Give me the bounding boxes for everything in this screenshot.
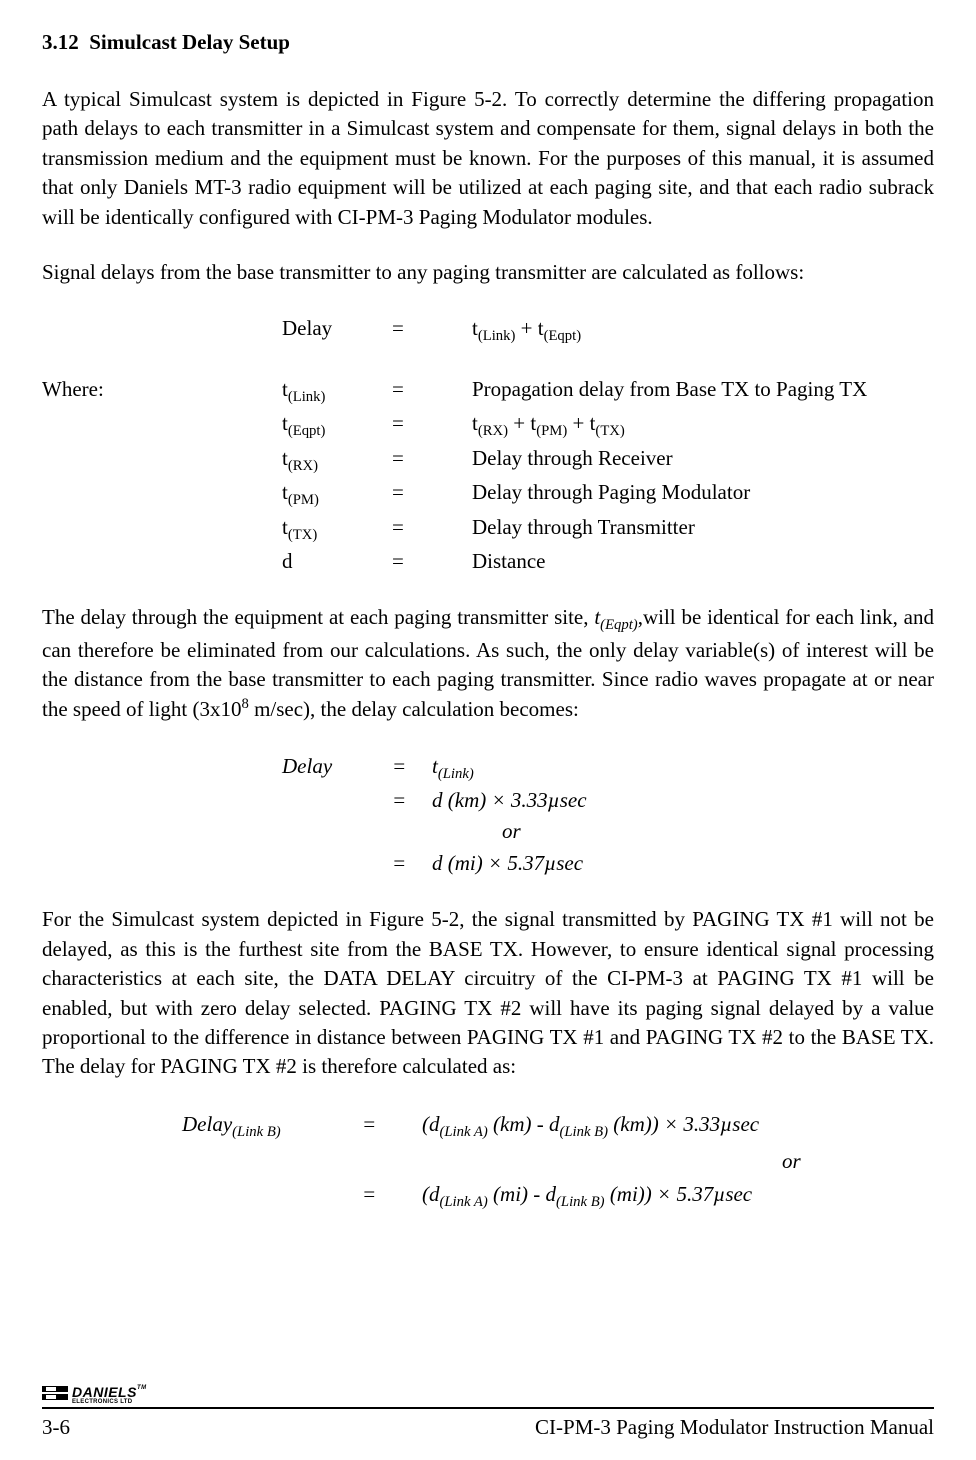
paragraph-1: A typical Simulcast system is depicted i…	[42, 85, 934, 232]
paragraph-4: For the Simulcast system depicted in Fig…	[42, 905, 934, 1081]
where-block: Where: t(Link) = Propagation delay from …	[42, 374, 934, 577]
def-var-rx: t(RX)	[282, 443, 392, 478]
def-val-eqpt: t(RX) + t(PM) + t(TX)	[472, 408, 934, 443]
def-val-tx: Delay through Transmitter	[472, 512, 934, 542]
def-val-d: Distance	[472, 546, 934, 576]
eq3-r2: (d(Link A) (mi) - d(Link B) (mi)) × 5.37…	[422, 1178, 934, 1215]
eq3-lhs: Delay(Link B)	[182, 1108, 362, 1145]
section-heading: 3.12 Simulcast Delay Setup	[42, 30, 934, 55]
eq3-r1: (d(Link A) (km) - d(Link B) (km)) × 3.33…	[422, 1108, 934, 1145]
where-label: Where:	[42, 374, 282, 404]
section-number: 3.12	[42, 30, 79, 54]
eq-delay-lhs: Delay	[282, 313, 392, 343]
def-var-pm: t(PM)	[282, 477, 392, 512]
eq2-r1: t(Link)	[432, 751, 934, 785]
paragraph-3: The delay through the equipment at each …	[42, 603, 934, 725]
logo-icon	[42, 1386, 68, 1405]
brand-name: DANIELSTM	[72, 1385, 147, 1399]
def-var-link: t(Link)	[282, 374, 392, 409]
eq-delay-rhs: t(Link) + t(Eqpt)	[472, 313, 934, 348]
paragraph-2: Signal delays from the base transmitter …	[42, 258, 934, 287]
eq2-r2: d (km) × 3.33µsec	[432, 785, 934, 817]
page-container: 3.12 Simulcast Delay Setup A typical Sim…	[0, 0, 976, 1460]
eq-delay-eq: =	[392, 313, 472, 343]
equation-2: Delay = t(Link) = d (km) × 3.33µsec or =…	[282, 751, 934, 880]
equation-delay: Delay = t(Link) + t(Eqpt)	[42, 313, 934, 348]
brand-subtitle: ELECTRONICS LTD	[72, 1399, 147, 1405]
def-var-d: d	[282, 546, 392, 576]
def-val-link: Propagation delay from Base TX to Paging…	[472, 374, 934, 404]
eq2-or: or	[432, 816, 934, 848]
eq3-or: or	[422, 1145, 934, 1179]
def-var-tx: t(TX)	[282, 512, 392, 547]
document-title: CI-PM-3 Paging Modulator Instruction Man…	[535, 1415, 934, 1440]
def-var-eqpt: t(Eqpt)	[282, 408, 392, 443]
equation-3: Delay(Link B) = (d(Link A) (km) - d(Link…	[182, 1108, 934, 1215]
eq2-lhs: Delay	[282, 751, 392, 785]
def-val-rx: Delay through Receiver	[472, 443, 934, 473]
brand-logo: DANIELSTM ELECTRONICS LTD	[42, 1385, 934, 1405]
section-title: Simulcast Delay Setup	[89, 30, 290, 54]
page-number: 3-6	[42, 1415, 70, 1440]
eq2-r3: d (mi) × 5.37µsec	[432, 848, 934, 880]
page-footer: DANIELSTM ELECTRONICS LTD 3-6 CI-PM-3 Pa…	[42, 1385, 934, 1440]
def-val-pm: Delay through Paging Modulator	[472, 477, 934, 507]
